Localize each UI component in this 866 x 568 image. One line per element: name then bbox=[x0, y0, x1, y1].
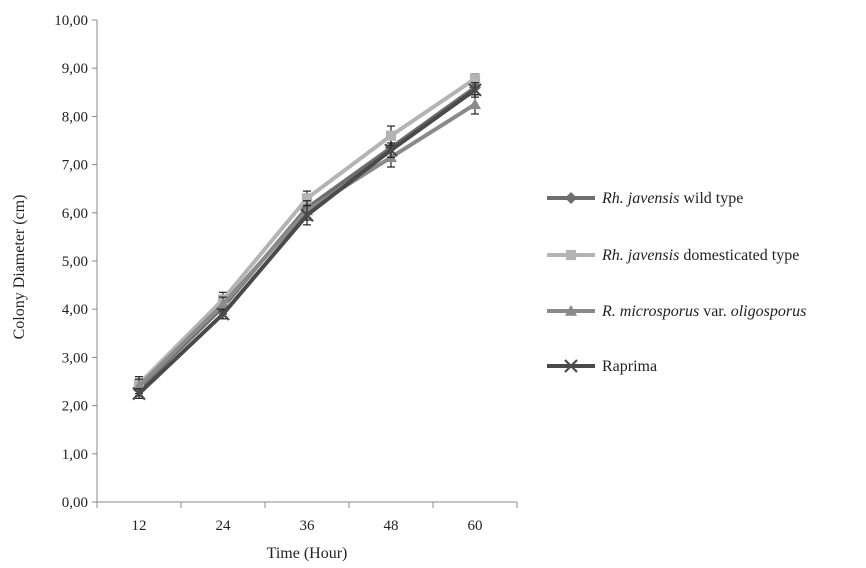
legend-label-part: var. bbox=[699, 303, 731, 320]
x-axis-ticks: 12 24 36 48 60 bbox=[96, 502, 518, 534]
y-tick-label: 10,00 bbox=[54, 13, 88, 29]
x-marker bbox=[468, 83, 482, 97]
series-layer bbox=[132, 73, 482, 401]
y-tick-label: 4,00 bbox=[62, 302, 88, 318]
square-marker bbox=[469, 73, 481, 84]
data-point bbox=[217, 298, 229, 310]
data-point bbox=[469, 98, 481, 110]
legend-item-2: Rh. javensis domesticated type bbox=[547, 247, 799, 264]
square-marker bbox=[565, 249, 577, 261]
triangle-marker bbox=[469, 98, 481, 110]
x-axis-title: Time (Hour) bbox=[267, 545, 348, 562]
y-tick-label: 9,00 bbox=[62, 61, 88, 77]
series-4 bbox=[132, 82, 482, 401]
legend-label: Raprima bbox=[602, 358, 657, 375]
y-tick-label: 2,00 bbox=[62, 399, 88, 415]
square-marker bbox=[301, 193, 313, 204]
legend-label-part: wild type bbox=[679, 190, 743, 207]
x-tick-label: 36 bbox=[300, 518, 316, 534]
data-point bbox=[385, 130, 397, 141]
data-point bbox=[301, 193, 313, 204]
legend-item-1: Rh. javensis wild type bbox=[547, 190, 743, 207]
legend-label-part: Rh. javensis bbox=[601, 247, 679, 264]
data-point bbox=[216, 307, 230, 321]
legend-marker bbox=[565, 249, 577, 261]
x-marker bbox=[132, 386, 146, 401]
legend-label-part: domesticated type bbox=[679, 247, 799, 264]
legend-label-part: Rh. javensis bbox=[601, 190, 679, 207]
x-marker bbox=[384, 143, 398, 157]
triangle-marker bbox=[565, 305, 577, 316]
y-axis-ticks: 0,00 1,00 2,00 3,00 4,00 5,00 6,00 7,00 8,00 9,00… bbox=[54, 13, 97, 511]
data-point bbox=[469, 73, 481, 84]
x-marker bbox=[300, 208, 314, 222]
legend-label-part: R. microsporus bbox=[601, 303, 699, 320]
y-axis-title: Colony Diameter (cm) bbox=[11, 195, 28, 340]
legend-label: Rh. javensis domesticated type bbox=[601, 247, 799, 264]
legend-label: Rh. javensis wild type bbox=[601, 190, 743, 207]
legend-marker bbox=[565, 305, 577, 316]
y-tick-label: 6,00 bbox=[62, 206, 88, 222]
legend-item-3: R. microsporus var. oligosporus bbox=[547, 303, 806, 320]
legend-label-part: Raprima bbox=[602, 358, 657, 375]
data-point bbox=[468, 83, 482, 97]
triangle-marker bbox=[217, 298, 229, 310]
y-tick-label: 3,00 bbox=[62, 350, 88, 366]
y-tick-label: 8,00 bbox=[62, 109, 88, 125]
square-marker bbox=[385, 130, 397, 141]
y-tick-label: 7,00 bbox=[62, 158, 88, 174]
data-point bbox=[300, 208, 314, 222]
x-tick-label: 60 bbox=[468, 518, 483, 534]
legend-marker bbox=[564, 359, 578, 373]
legend-marker bbox=[565, 192, 577, 204]
x-tick-label: 48 bbox=[384, 518, 399, 534]
legend-label-part: oligosporus bbox=[731, 303, 807, 320]
x-tick-label: 12 bbox=[132, 518, 147, 534]
legend-label: R. microsporus var. oligosporus bbox=[601, 303, 806, 320]
y-tick-label: 0,00 bbox=[62, 495, 88, 511]
x-marker bbox=[216, 307, 230, 321]
data-point bbox=[384, 143, 398, 157]
y-tick-label: 5,00 bbox=[62, 254, 88, 270]
data-point bbox=[132, 386, 146, 401]
legend-item-4: Raprima bbox=[547, 358, 657, 375]
x-tick-label: 24 bbox=[216, 518, 232, 534]
x-marker bbox=[564, 359, 578, 373]
y-tick-label: 1,00 bbox=[62, 447, 88, 463]
diamond-marker bbox=[565, 192, 577, 204]
